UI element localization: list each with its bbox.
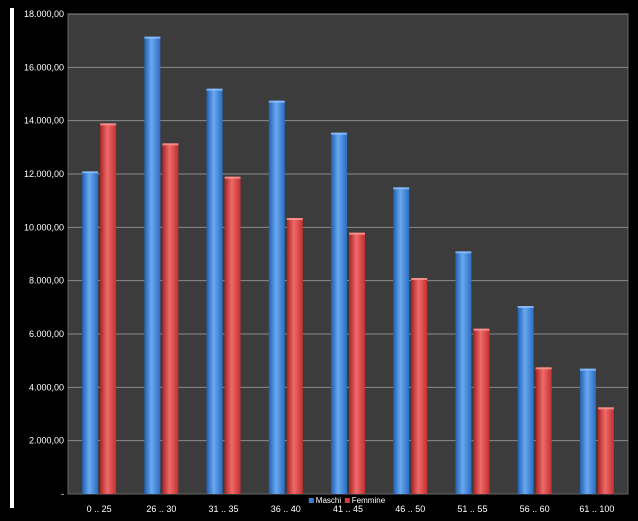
x-tick-label: 36 .. 40 <box>271 504 301 514</box>
bar-cap <box>349 232 365 235</box>
y-tick-label: 8.000,00 <box>29 276 64 286</box>
y-tick-label: - <box>61 489 64 499</box>
y-tick-label: 6.000,00 <box>29 329 64 339</box>
x-tick-label: 51 .. 55 <box>457 504 487 514</box>
bar-femmine <box>286 218 303 494</box>
y-tick-label: 2.000,00 <box>29 436 64 446</box>
plot-area <box>67 13 629 495</box>
bar-cap <box>579 368 596 371</box>
x-tick-label: 61 .. 100 <box>579 504 614 514</box>
frame-edge <box>10 8 14 508</box>
bar-maschi <box>517 306 534 494</box>
y-tick-label: 12.000,00 <box>24 169 64 179</box>
bar-cap <box>206 88 223 91</box>
x-tick-label: 31 .. 35 <box>209 504 239 514</box>
bar-femmine <box>535 367 552 494</box>
bar-cap <box>597 407 614 410</box>
bar-cap <box>100 123 117 126</box>
y-tick-label: 4.000,00 <box>29 382 64 392</box>
bar-cap <box>393 187 410 190</box>
bar-cap <box>286 218 303 220</box>
bar-femmine <box>473 328 490 494</box>
bar-maschi <box>144 36 161 495</box>
legend-swatch <box>308 498 314 503</box>
bar-cap <box>411 278 428 280</box>
bar-maschi <box>268 100 285 495</box>
bar-cap <box>517 306 534 308</box>
bar-maschi <box>579 368 596 494</box>
x-tick-label: 26 .. 30 <box>146 504 176 514</box>
bar-femmine <box>411 278 428 494</box>
bar-maschi <box>455 251 472 494</box>
bar-maschi <box>206 88 223 495</box>
bar-cap <box>331 132 347 135</box>
bar-cap <box>144 36 161 39</box>
x-tick-label: 46 .. 50 <box>395 504 425 514</box>
bar-cap <box>455 251 472 254</box>
bar-maschi <box>393 187 410 495</box>
x-tick-label: 41 .. 45 <box>333 504 363 514</box>
bar-cap <box>535 367 552 370</box>
legend-label: Femmine <box>352 496 386 505</box>
x-tick-label: 56 .. 60 <box>520 504 550 514</box>
x-tick-label: 0 .. 25 <box>87 504 112 514</box>
y-tick-label: 10.000,00 <box>24 222 64 232</box>
y-tick-label: 18.000,00 <box>24 9 64 19</box>
y-tick-label: 16.000,00 <box>24 62 64 72</box>
legend-label: Maschi <box>316 496 342 505</box>
bar-cap <box>162 143 179 146</box>
bar-cap <box>473 328 490 331</box>
bar-maschi <box>82 171 99 495</box>
bar-cap <box>268 100 285 103</box>
legend-swatch <box>344 498 350 503</box>
bar-cap <box>82 171 99 174</box>
bar-femmine <box>597 407 614 494</box>
bar-femmine <box>349 232 365 494</box>
y-tick-label: 14.000,00 <box>24 116 64 126</box>
bar-maschi <box>331 132 347 494</box>
bar-femmine <box>224 176 241 494</box>
bar-cap <box>224 176 241 179</box>
bar-femmine <box>162 143 179 495</box>
bar-femmine <box>100 123 117 494</box>
